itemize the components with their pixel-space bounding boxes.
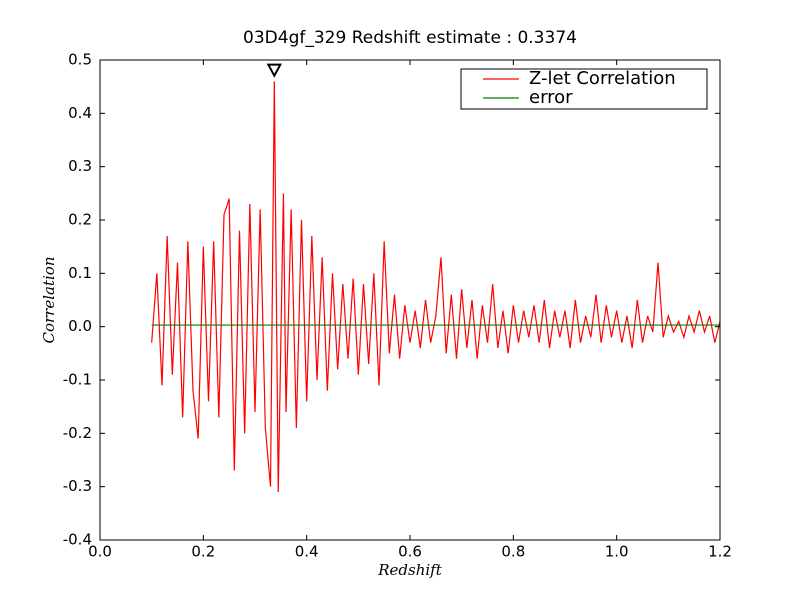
- y-tick-label: -0.3: [63, 477, 92, 495]
- y-tick-label: 0.3: [68, 157, 92, 175]
- x-axis-label: Redshift: [377, 561, 442, 579]
- y-tick-label: -0.4: [63, 531, 92, 549]
- series-line: [151, 81, 721, 493]
- x-tick-label: 0.4: [295, 543, 319, 561]
- x-tick-label: 0.2: [191, 543, 215, 561]
- legend-label: error: [529, 87, 573, 108]
- x-tick-label: 1.2: [708, 543, 732, 561]
- x-tick-label: 1.0: [605, 543, 629, 561]
- y-tick-label: -0.2: [63, 424, 92, 442]
- legend-label: Z-let Correlation: [529, 68, 676, 89]
- peak-marker: [266, 63, 283, 78]
- y-tick-label: 0.0: [68, 317, 92, 335]
- x-tick-label: 0.6: [398, 543, 422, 561]
- x-tick-label: 0.8: [501, 543, 525, 561]
- y-tick-label: 0.4: [68, 104, 92, 122]
- y-tick-label: 0.2: [68, 211, 92, 229]
- legend-box: [460, 68, 708, 110]
- x-tick-label: 0.0: [88, 543, 112, 561]
- y-tick-label: 0.5: [68, 51, 92, 69]
- y-tick-label: 0.1: [68, 264, 92, 282]
- y-tick-label: -0.1: [63, 371, 92, 389]
- chart-title: 03D4gf_329 Redshift estimate : 0.3374: [243, 28, 577, 48]
- y-axis-label: Correlation: [40, 257, 58, 344]
